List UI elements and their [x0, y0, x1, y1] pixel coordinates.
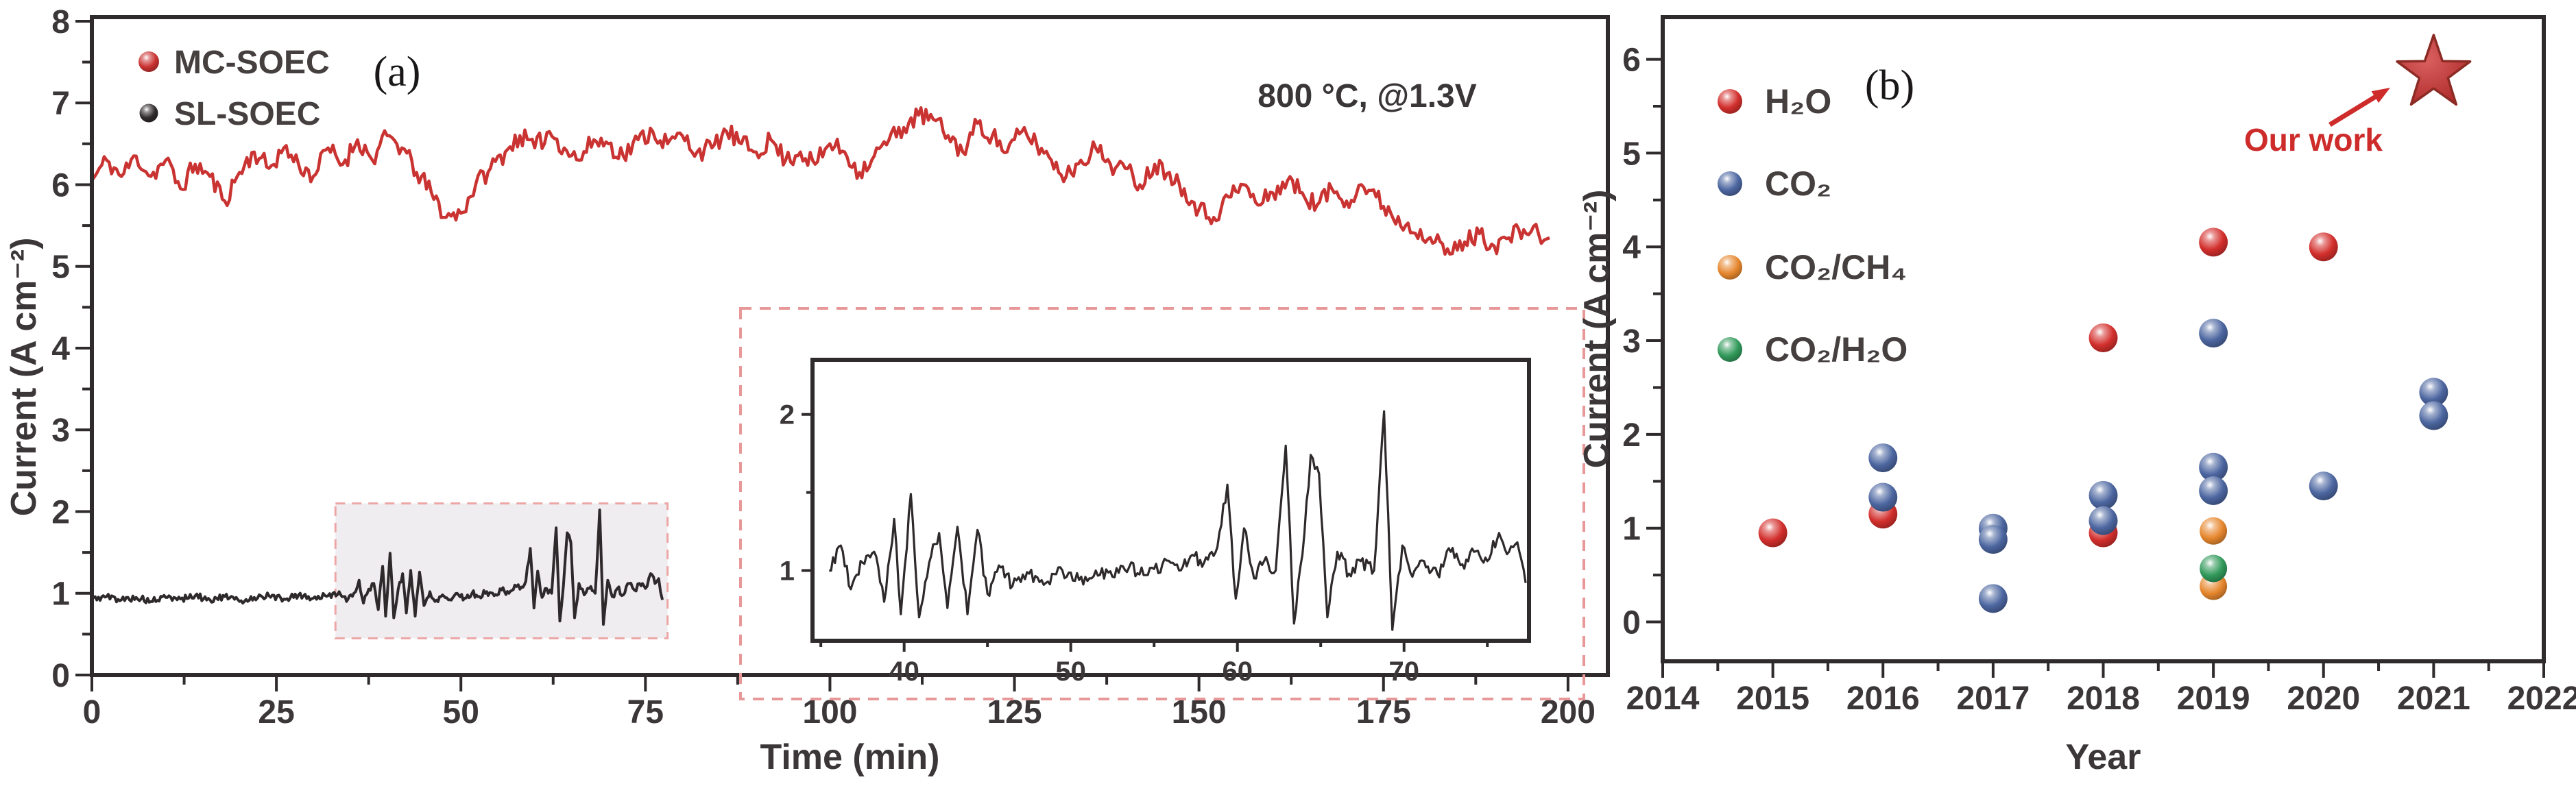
panel-a-ylabel: Current (A cm⁻²) [4, 238, 44, 517]
scatter-point-h-o [2199, 228, 2228, 257]
scatter-point-co- [2199, 452, 2228, 482]
legend-label: H₂O [1765, 82, 1831, 121]
condition-annotation: 800 °C, @1.3V [1257, 78, 1477, 114]
inset-bg [812, 360, 1529, 641]
scatter-point-h-o [2309, 232, 2338, 262]
y-tick-label: 2 [1622, 417, 1641, 454]
legend-label: SL-SOEC [174, 96, 320, 132]
y-tick-label: 1 [1622, 511, 1641, 548]
scatter-point-co- [1978, 525, 2008, 554]
scatter-point-co- [2419, 378, 2448, 407]
x-tick-label: 0 [83, 694, 101, 731]
scatter-point-co- [1978, 584, 2008, 613]
legend-label: MC-SOEC [174, 45, 330, 81]
x-tick-label: 2016 [1846, 680, 1920, 717]
scatter-point-co- [2199, 476, 2228, 505]
legend-marker-3 [1718, 255, 1742, 280]
legend-marker-sl-soec [139, 103, 158, 123]
x-tick-label: 75 [627, 694, 664, 731]
inset-trace-sl-soec [829, 410, 1527, 631]
inset-highlight-frame [739, 307, 1585, 700]
y-tick-label: 0 [1622, 605, 1641, 641]
scatter-point-co-ch- [2200, 517, 2228, 545]
panel-b-letter: (b) [1865, 62, 1914, 109]
inset-y-tick-label: 1 [780, 556, 795, 587]
panel-a-xlabel: Time (min) [760, 737, 940, 777]
legend-marker-1 [1718, 89, 1742, 114]
scatter-point-co- [2089, 480, 2118, 510]
panel-a-frame [90, 15, 1610, 677]
x-tick-label: 50 [443, 694, 479, 731]
x-tick-label: 2015 [1736, 680, 1809, 717]
x-tick-label: 175 [1356, 694, 1411, 731]
y-tick-label: 8 [51, 4, 70, 40]
y-tick-label: 4 [51, 331, 70, 367]
x-tick-label: 25 [258, 694, 294, 731]
scatter-point-co- [2419, 401, 2448, 430]
y-tick-label: 7 [51, 86, 70, 122]
y-tick-label: 6 [51, 167, 70, 204]
x-tick-label: 2021 [2397, 680, 2470, 717]
x-tick-label: 2022 [2507, 680, 2576, 717]
inset-x-tick-label: 60 [1222, 657, 1253, 687]
our-work-star [2396, 34, 2472, 106]
y-tick-label: 4 [1622, 230, 1641, 266]
x-tick-label: 2020 [2287, 680, 2360, 717]
inset-x-tick-label: 50 [1055, 657, 1086, 687]
inset-x-tick-label: 70 [1388, 657, 1419, 687]
highlight-region [334, 502, 669, 639]
legend-marker-mc-soec [139, 51, 159, 72]
y-tick-label: 3 [51, 413, 70, 449]
scatter-point-h-o [1758, 518, 1787, 548]
panel-b-ylabel: Current (A cm⁻²) [1577, 190, 1617, 469]
x-tick-label: 2018 [2067, 680, 2140, 717]
scatter-point-co- [1868, 443, 1898, 473]
scatter-point-co- [2089, 506, 2118, 535]
legend-marker-2 [1718, 171, 1742, 196]
inset-x-tick-label: 40 [889, 657, 919, 687]
y-tick-label: 2 [51, 494, 70, 530]
y-tick-label: 0 [51, 658, 70, 694]
inset-frame [810, 358, 1531, 643]
y-tick-label: 6 [1622, 42, 1641, 79]
legend-label: CO₂/CH₄ [1765, 248, 1907, 286]
x-tick-label: 2017 [1956, 680, 2030, 717]
y-tick-label: 5 [1622, 136, 1641, 172]
legend-marker-4 [1718, 337, 1742, 362]
x-tick-label: 2014 [1626, 680, 1700, 717]
y-tick-label: 3 [1622, 323, 1641, 360]
x-tick-label: 2019 [2177, 680, 2250, 717]
our-work-arrow [2328, 90, 2383, 127]
panel-b: 2014 2015 2016 2017 2018 2019 2020 2021 2022 0 1 2 3… [1577, 15, 2576, 777]
scatter-point-co- [2199, 319, 2228, 348]
legend-label: CO₂/H₂O [1765, 330, 1907, 369]
panel-b-xlabel: Year [2066, 737, 2141, 777]
panel-a-letter: (a) [374, 49, 421, 95]
y-tick-label: 1 [51, 576, 70, 613]
trace-mc-soec [91, 106, 1550, 256]
trace-sl-soec [91, 508, 664, 626]
inset-y-tick-label: 2 [780, 400, 795, 430]
our-work-arrowhead [2371, 88, 2390, 103]
scatter-point-h-o [2089, 323, 2118, 352]
scatter-point-co-h-o [2200, 554, 2228, 583]
scatter-point-co- [1868, 482, 1898, 512]
y-tick-label: 5 [51, 249, 70, 286]
x-tick-label: 125 [987, 694, 1042, 731]
scatter-point-co- [2309, 471, 2338, 501]
our-work-label: Our work [2244, 122, 2383, 158]
legend-label: CO₂ [1765, 164, 1831, 203]
